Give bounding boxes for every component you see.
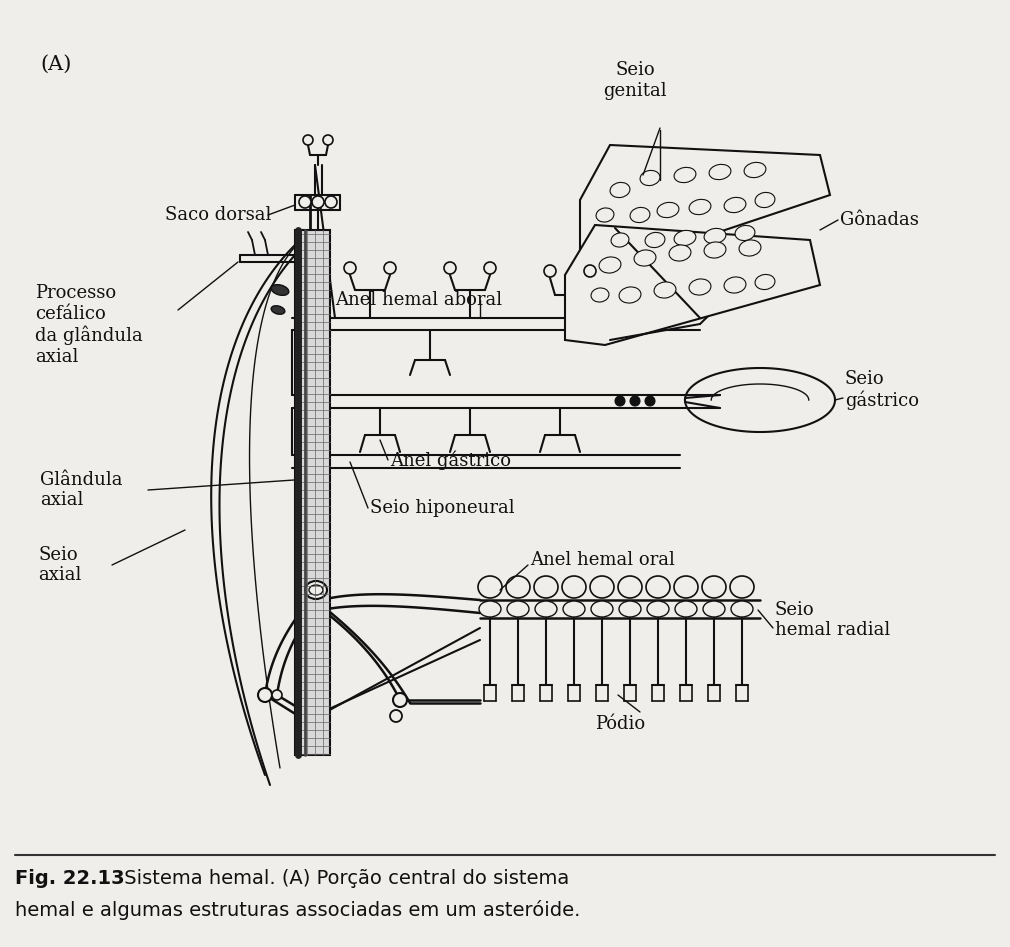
Circle shape [544,265,556,277]
Text: hemal e algumas estruturas associadas em um asteróide.: hemal e algumas estruturas associadas em… [15,900,581,920]
Ellipse shape [755,192,775,207]
Ellipse shape [674,168,696,183]
Text: Seio
axial: Seio axial [38,545,82,584]
Circle shape [299,196,311,208]
Ellipse shape [535,601,557,617]
Circle shape [630,396,640,406]
Polygon shape [565,225,820,345]
Circle shape [615,396,625,406]
Ellipse shape [634,250,655,266]
Circle shape [484,262,496,274]
Ellipse shape [647,601,669,617]
Circle shape [323,135,333,145]
Ellipse shape [591,288,609,302]
Text: Anel hemal oral: Anel hemal oral [530,551,675,569]
Text: Sistema hemal. (A) Porção central do sistema: Sistema hemal. (A) Porção central do sis… [118,868,570,887]
Ellipse shape [654,282,676,298]
Text: Fig. 22.13: Fig. 22.13 [15,868,124,887]
Ellipse shape [709,165,731,180]
Ellipse shape [730,576,754,598]
Text: Seio
genital: Seio genital [603,62,667,100]
Ellipse shape [674,576,698,598]
Ellipse shape [646,576,670,598]
Circle shape [312,196,324,208]
Ellipse shape [755,275,775,290]
Ellipse shape [611,233,629,247]
Ellipse shape [739,240,761,256]
Ellipse shape [689,279,711,295]
Ellipse shape [675,601,697,617]
Ellipse shape [702,576,726,598]
Circle shape [303,135,313,145]
Text: Anel gástrico: Anel gástrico [390,450,511,470]
Circle shape [390,710,402,722]
Ellipse shape [669,245,691,261]
Ellipse shape [630,207,649,223]
Circle shape [584,265,596,277]
Circle shape [393,693,407,707]
Text: Anel hemal aboral: Anel hemal aboral [335,291,502,309]
Text: Pódio: Pódio [595,715,645,733]
Circle shape [258,688,272,702]
Ellipse shape [724,277,746,293]
Ellipse shape [591,601,613,617]
Ellipse shape [599,257,621,273]
Ellipse shape [704,228,726,243]
Text: Seio hiponeural: Seio hiponeural [370,499,515,517]
Ellipse shape [724,197,746,213]
Ellipse shape [619,601,641,617]
Ellipse shape [731,601,753,617]
Ellipse shape [479,601,501,617]
Circle shape [272,690,282,700]
Ellipse shape [704,241,726,259]
Ellipse shape [305,581,327,599]
Ellipse shape [506,576,530,598]
Ellipse shape [735,225,754,241]
Text: Saco dorsal: Saco dorsal [165,206,272,224]
Text: Gônadas: Gônadas [840,211,919,229]
Text: Processo
cefálico
da glândula
axial: Processo cefálico da glândula axial [35,284,142,366]
Ellipse shape [703,601,725,617]
Circle shape [384,262,396,274]
Ellipse shape [610,183,630,198]
Ellipse shape [563,601,585,617]
Circle shape [344,262,356,274]
Text: Glândula
axial: Glândula axial [40,471,122,509]
Circle shape [325,196,337,208]
Ellipse shape [674,230,696,245]
Ellipse shape [562,576,586,598]
Circle shape [645,396,655,406]
Text: (A): (A) [40,55,72,74]
Polygon shape [580,145,830,265]
Text: Seio
hemal radial: Seio hemal radial [775,600,890,639]
Ellipse shape [507,601,529,617]
Ellipse shape [744,162,766,178]
Ellipse shape [271,306,285,314]
Ellipse shape [534,576,558,598]
Circle shape [444,262,456,274]
Ellipse shape [618,576,642,598]
Ellipse shape [645,232,665,247]
Ellipse shape [272,285,289,295]
Ellipse shape [309,585,323,595]
Ellipse shape [640,170,660,186]
Ellipse shape [619,287,641,303]
Ellipse shape [478,576,502,598]
Ellipse shape [689,200,711,215]
Ellipse shape [658,203,679,218]
Ellipse shape [590,576,614,598]
Ellipse shape [596,208,614,222]
Bar [295,230,330,755]
Text: Seio
gástrico: Seio gástrico [845,369,919,410]
